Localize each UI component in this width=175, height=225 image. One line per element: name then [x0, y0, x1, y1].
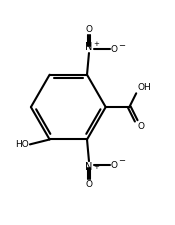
Text: +: + — [93, 164, 99, 170]
Text: N: N — [85, 42, 93, 52]
Text: N: N — [85, 162, 93, 172]
Text: O: O — [137, 122, 144, 131]
Text: O: O — [85, 25, 92, 34]
Text: O: O — [85, 180, 92, 189]
Text: −: − — [118, 41, 125, 50]
Text: OH: OH — [137, 83, 151, 92]
Text: O: O — [111, 161, 118, 170]
Text: +: + — [93, 41, 99, 47]
Text: HO: HO — [15, 140, 29, 149]
Text: O: O — [111, 45, 118, 54]
Text: −: − — [118, 157, 125, 166]
